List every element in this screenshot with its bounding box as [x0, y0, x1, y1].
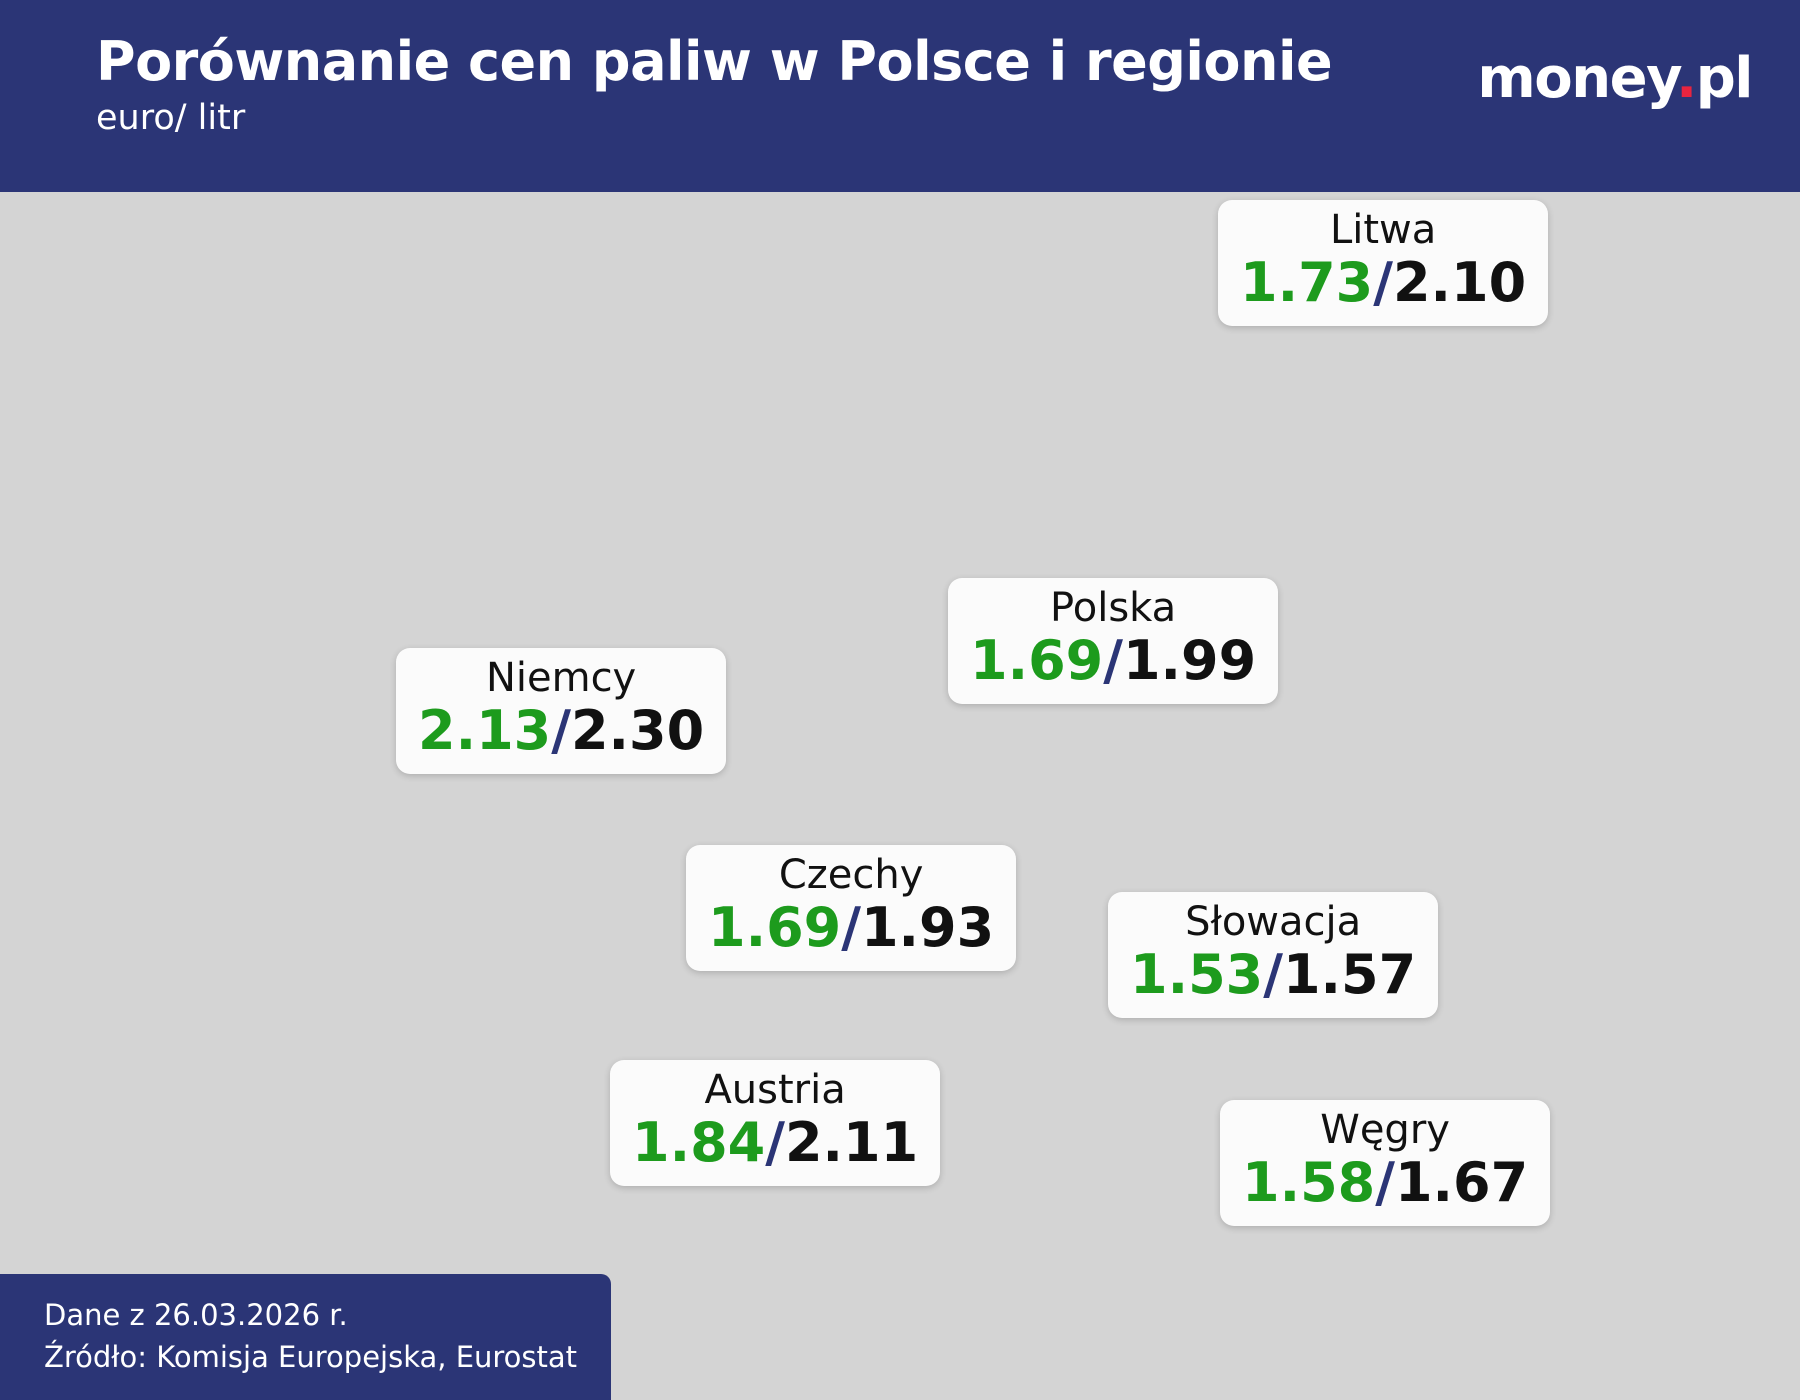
value-secondary: 2.30	[570, 699, 705, 762]
country-label-czechy[interactable]: Czechy 1.69/1.93	[686, 845, 1017, 972]
country-name: Węgry	[1320, 1107, 1450, 1153]
page-title: Porównanie cen paliw w Polsce i regionie	[96, 30, 1333, 93]
country-name: Czechy	[778, 852, 924, 898]
country-values: 1.73/2.10	[1240, 251, 1527, 314]
value-primary: 1.69	[708, 896, 842, 959]
data-source-line: Źródło: Komisja Europejska, Eurostat	[44, 1339, 578, 1374]
value-separator: /	[1103, 629, 1123, 692]
value-primary: 1.69	[970, 629, 1104, 692]
country-values: 1.69/1.99	[970, 629, 1257, 692]
value-primary: 1.58	[1242, 1151, 1376, 1214]
page-subtitle: euro/ litr	[96, 98, 246, 138]
country-name: Słowacja	[1185, 899, 1362, 945]
value-separator: /	[551, 699, 571, 762]
value-secondary: 1.93	[860, 896, 995, 959]
value-secondary: 1.99	[1122, 629, 1257, 692]
country-values: 1.84/2.11	[632, 1111, 919, 1174]
value-separator: /	[765, 1111, 785, 1174]
map-canvas	[0, 192, 1800, 1400]
country-values: 1.53/1.57	[1130, 943, 1417, 1006]
value-separator: /	[1263, 943, 1283, 1006]
country-values: 1.69/1.93	[708, 896, 995, 959]
value-primary: 1.73	[1240, 251, 1374, 314]
value-primary: 2.13	[418, 699, 552, 762]
value-secondary: 1.67	[1394, 1151, 1529, 1214]
country-name: Austria	[704, 1067, 846, 1113]
value-primary: 1.84	[632, 1111, 766, 1174]
data-date-line: Dane z 26.03.2026 r.	[44, 1297, 348, 1332]
value-secondary: 2.11	[784, 1111, 919, 1174]
country-label-litwa[interactable]: Litwa 1.73/2.10	[1218, 200, 1549, 327]
country-label-austria[interactable]: Austria 1.84/2.11	[610, 1060, 941, 1187]
country-name: Polska	[1050, 585, 1177, 631]
value-separator: /	[1373, 251, 1393, 314]
value-separator: /	[1375, 1151, 1395, 1214]
header-bar: Porównanie cen paliw w Polsce i regionie…	[0, 0, 1800, 192]
country-label-niemcy[interactable]: Niemcy 2.13/2.30	[396, 648, 727, 775]
logo-wordmark: money	[1477, 46, 1677, 111]
logo-tld: pl	[1695, 46, 1754, 111]
country-name: Niemcy	[485, 655, 637, 701]
value-primary: 1.53	[1130, 943, 1264, 1006]
country-label-wegry[interactable]: Węgry 1.58/1.67	[1220, 1100, 1551, 1227]
country-values: 2.13/2.30	[418, 699, 705, 762]
value-secondary: 2.10	[1392, 251, 1527, 314]
country-label-slowacja[interactable]: Słowacja 1.53/1.57	[1108, 892, 1439, 1019]
source-note-box: Dane z 26.03.2026 r. Źródło: Komisja Eur…	[0, 1273, 612, 1400]
country-label-polska[interactable]: Polska 1.69/1.99	[948, 578, 1279, 705]
value-secondary: 1.57	[1282, 943, 1417, 1006]
country-name: Litwa	[1329, 207, 1437, 253]
logo-dot-icon: .	[1675, 46, 1697, 111]
value-separator: /	[841, 896, 861, 959]
country-values: 1.58/1.67	[1242, 1151, 1529, 1214]
money-pl-logo[interactable]: money.pl	[1477, 46, 1754, 111]
